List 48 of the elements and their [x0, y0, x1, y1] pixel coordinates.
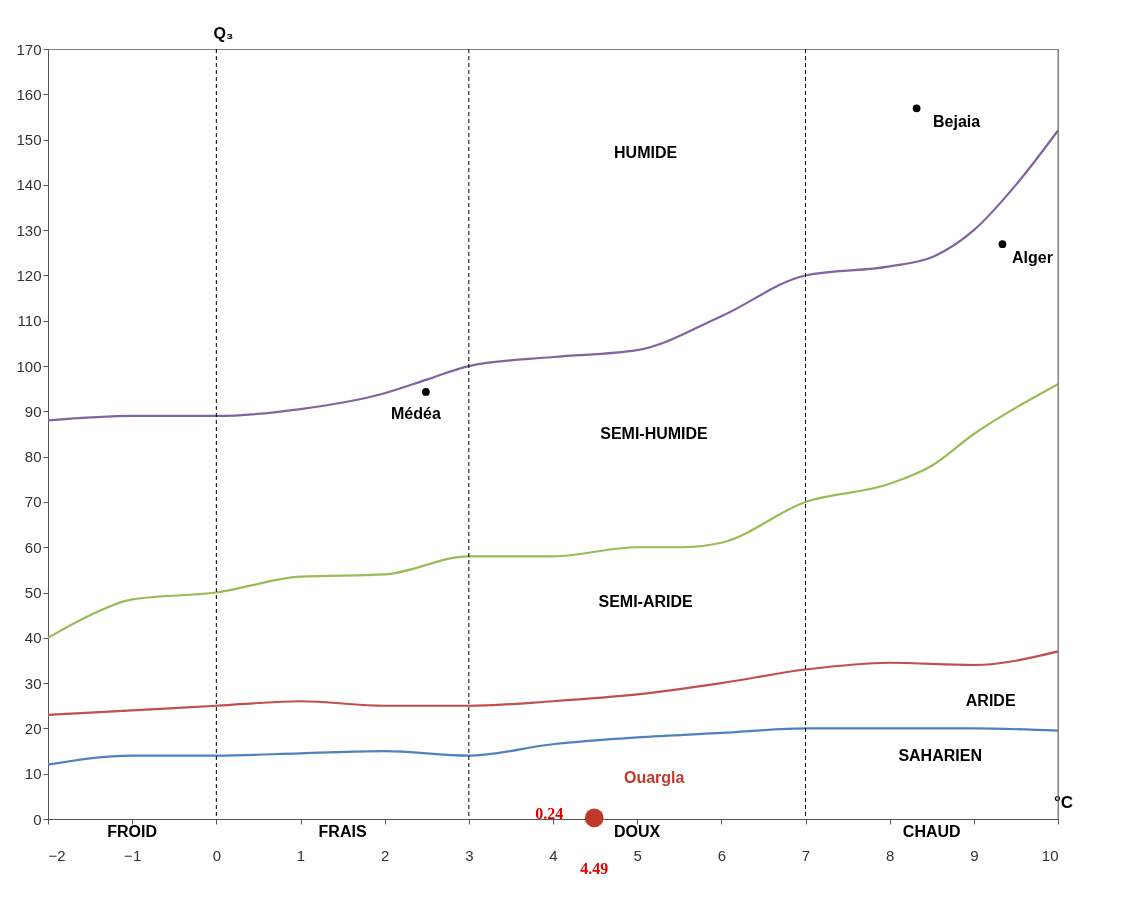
y-tick-label: 100 [16, 357, 42, 375]
y-tick-label: 0 [33, 810, 42, 828]
y-tick-label: 90 [24, 402, 42, 420]
x-tick-label: 1 [296, 846, 306, 864]
y-tick-label: 160 [16, 85, 42, 103]
y-tick-label: 20 [24, 719, 42, 737]
x-tick-label: 6 [717, 846, 727, 864]
y-tick-label: 140 [16, 176, 42, 194]
y-tick-label: 40 [24, 629, 42, 647]
data-label: 0.24 [535, 804, 564, 822]
series-label: Bejaia [933, 113, 981, 131]
y-axis-title: Q₃ [213, 24, 234, 42]
text: FROID [107, 823, 158, 840]
annotation: SEMI-HUMIDE [600, 425, 709, 442]
x-tick-label: −2 [48, 846, 66, 864]
y-tick-label: 170 [16, 40, 42, 58]
x-tick-label: −1 [124, 846, 142, 864]
x-tick-label: 9 [970, 846, 979, 864]
annotation: ARIDE [965, 692, 1016, 710]
text: CHAUD [902, 823, 961, 840]
y-tick-label: 110 [17, 312, 42, 330]
x-axis-title: °C [1053, 792, 1074, 812]
series-label: Alger [1012, 249, 1053, 267]
y-tick-label: 80 [24, 448, 42, 466]
y-tick-label: 60 [24, 538, 42, 556]
y-tick-label: 10 [24, 765, 42, 783]
x-tick-label: 4 [549, 846, 558, 864]
x-tick-label: 7 [801, 846, 811, 864]
y-tick-label: 150 [16, 131, 42, 149]
series-label: Médéa [391, 404, 441, 422]
y-tick-label: 130 [16, 221, 42, 239]
text: Ouargla [624, 768, 685, 786]
x-tick-label: 3 [465, 846, 474, 864]
text: FRAIS [318, 823, 367, 840]
x-tick-label: 0 [212, 846, 222, 864]
x-tick-label: 10 [1041, 846, 1059, 864]
annotation: SAHARIEN [898, 746, 982, 764]
x-tick-label: 2 [380, 846, 390, 864]
x-tick-label: 8 [885, 846, 895, 864]
y-tick-label: 70 [24, 493, 42, 511]
y-tick-label: 30 [24, 674, 42, 692]
annotation: SEMI-ARIDE [598, 592, 694, 610]
y-tick-label: 120 [16, 266, 42, 284]
y-tick-label: 50 [24, 584, 42, 602]
text: DOUX [614, 823, 661, 840]
annotation: 4.49 [580, 860, 609, 877]
x-tick-label: 5 [633, 846, 642, 864]
annotation: HUMIDE [614, 144, 678, 162]
